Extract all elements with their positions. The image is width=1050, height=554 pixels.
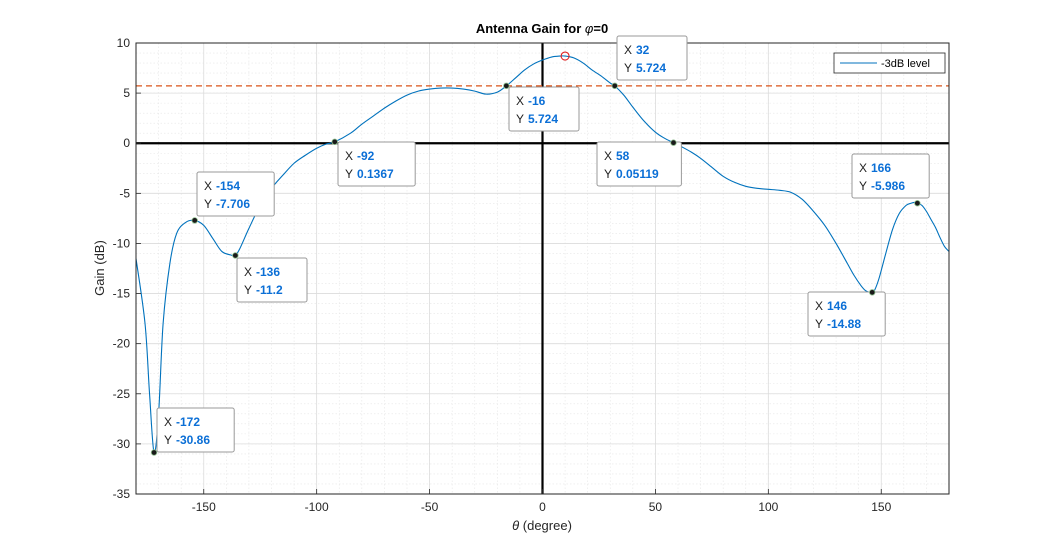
datatip[interactable]: X -16 Y 5.724 [508,86,580,132]
datatip-y-value: -14.88 [827,317,861,331]
datatips: X -172 Y -30.86 X -154 Y -7.706 X -136 Y -11.2 X -92 Y… [150,35,930,456]
datatip-point[interactable] [503,82,510,90]
datatip-box [236,257,308,303]
datatip-x-value: -92 [357,149,375,163]
y-ticks: 10 5 0 -5 -10 -15 -20 -25 -30 -35 [113,36,141,501]
x-tick-label: -150 [192,500,216,514]
y-tick-label: -5 [119,186,130,200]
datatip-x-key: X [859,161,867,175]
datatip[interactable]: X -154 Y -7.706 [196,171,275,217]
datatip-y-value: 0.05119 [616,167,659,181]
y-tick-label: -30 [113,437,131,451]
datatip-y-value: -11.2 [256,283,283,297]
x-tick-label: 50 [649,500,663,514]
max-marker [560,51,570,61]
datatip-point[interactable] [191,217,198,224]
datatip[interactable]: X 146 Y -14.88 [807,291,886,337]
datatip-y-key: Y [516,112,524,126]
datatip-x-key: X [164,415,172,429]
y-tick-label: -15 [113,287,131,301]
datatip-x-value: -16 [528,94,546,108]
datatip-y-value: 5.724 [528,112,558,126]
x-tick-label: 150 [871,500,891,514]
datatip[interactable]: X 32 Y 5.724 [616,35,688,81]
datatip-y-key: Y [815,317,823,331]
datatip[interactable]: X -92 Y 0.1367 [337,141,416,187]
datatip-x-value: 146 [827,299,847,313]
datatip-y-key: Y [244,283,252,297]
datatip[interactable]: X -172 Y -30.86 [156,407,235,453]
y-tick-label: 5 [123,86,130,100]
x-tick-label: 0 [539,500,546,514]
datatip-box [508,86,580,132]
datatip-point[interactable] [869,289,876,296]
datatip-box [596,141,682,187]
datatip-x-value: 166 [871,161,891,175]
y-axis-label: Gain (dB) [92,240,107,296]
datatip[interactable]: X 58 Y 0.05119 [596,141,682,187]
datatip-point[interactable] [232,252,239,259]
datatip-x-key: X [244,265,252,279]
datatip-x-key: X [624,43,632,57]
datatip-y-value: -7.706 [216,197,250,211]
y-tick-label: 10 [117,36,131,50]
y-tick-label: 0 [123,136,130,150]
x-axis-label: θ (degree) [512,518,572,533]
datatip-point[interactable] [331,138,338,146]
datatip-y-key: Y [204,197,212,211]
datatip-x-value: -172 [176,415,200,429]
datatip-y-value: -5.986 [871,179,905,193]
datatip-box [851,153,930,199]
datatip-box [196,171,275,217]
datatip-box [337,141,416,187]
datatip-x-value: 58 [616,149,630,163]
datatip-point[interactable] [150,449,158,456]
datatip-point[interactable] [670,139,677,146]
chart-title: Antenna Gain for φ=0 [476,21,608,36]
datatip-box [807,291,886,337]
x-tick-label: -50 [421,500,439,514]
datatip-x-key: X [345,149,353,163]
datatip-box [156,407,235,453]
datatip-x-key: X [604,149,612,163]
datatip[interactable]: X -136 Y -11.2 [236,257,308,303]
legend: -3dB level [833,52,946,74]
datatip-x-value: 32 [636,43,650,57]
datatip-point[interactable] [611,82,618,90]
y-tick-label: -25 [113,387,131,401]
datatip-x-key: X [204,179,212,193]
legend-box [833,52,946,74]
datatip-x-value: -154 [216,179,240,193]
datatip-y-key: Y [859,179,867,193]
datatip-y-value: 0.1367 [357,167,394,181]
x-tick-label: -100 [305,500,329,514]
x-tick-label: 100 [758,500,778,514]
datatip-y-key: Y [345,167,353,181]
datatip-y-value: -30.86 [176,433,210,447]
x-ticks: -150 -100 -50 0 50 100 150 [192,489,892,514]
datatip-x-key: X [815,299,823,313]
datatip-point[interactable] [914,200,921,207]
y-tick-label: -20 [113,337,131,351]
datatip-y-key: Y [604,167,612,181]
legend-label: -3dB level [881,58,930,70]
datatip-x-key: X [516,94,524,108]
datatip-markers [560,51,570,61]
y-tick-label: -10 [113,236,131,250]
plot-area: -150 -100 -50 0 50 100 150 1050-5-10-15-20-25-… [113,35,950,514]
y-tick-label: -35 [113,487,131,501]
datatip-y-value: 5.724 [636,61,666,75]
datatip-box [616,35,688,81]
datatip[interactable]: X 166 Y -5.986 [851,153,930,199]
datatip-y-key: Y [624,61,632,75]
datatip-x-value: -136 [256,265,280,279]
datatip-y-key: Y [164,433,172,447]
